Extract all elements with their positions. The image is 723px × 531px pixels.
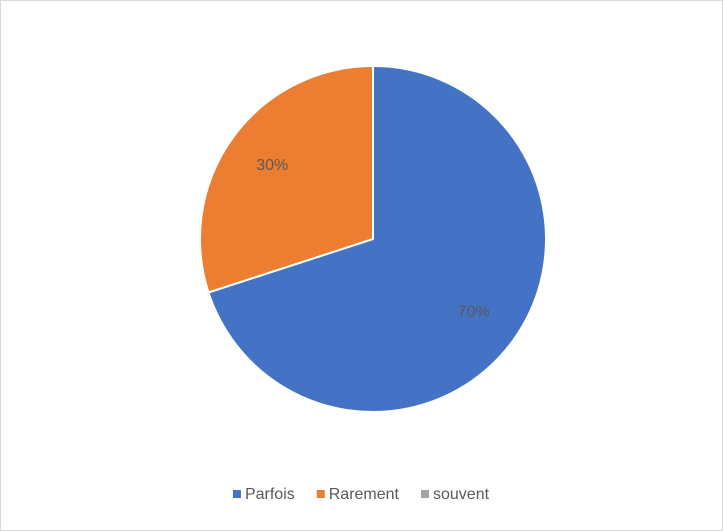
pie-slice bbox=[199, 64, 374, 294]
legend-label: Parfois bbox=[245, 486, 295, 503]
pie-slice bbox=[207, 64, 547, 413]
data-label: 70% bbox=[458, 303, 490, 320]
legend-label: Rarement bbox=[329, 486, 400, 503]
data-label: 30% bbox=[256, 157, 288, 174]
legend-marker bbox=[421, 490, 429, 498]
legend-label: souvent bbox=[433, 486, 490, 503]
legend-marker bbox=[316, 490, 325, 498]
legend-marker bbox=[232, 490, 241, 498]
